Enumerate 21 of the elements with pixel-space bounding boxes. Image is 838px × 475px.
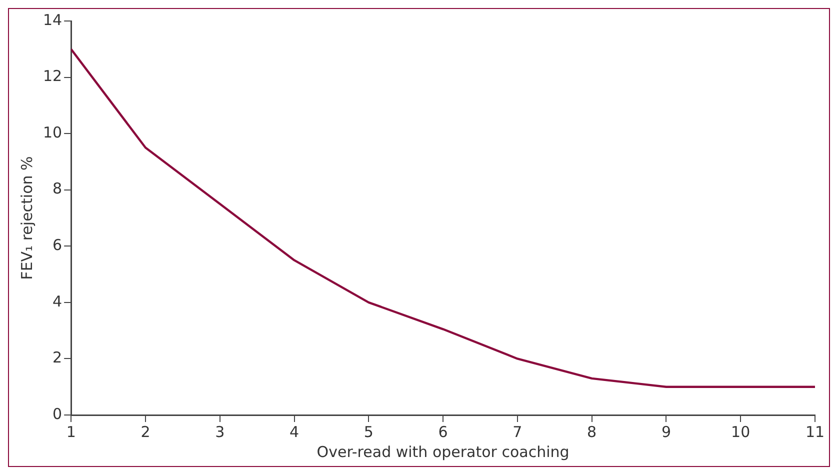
y-tick-label: 0 (52, 404, 62, 423)
y-tick-label: 12 (42, 67, 62, 86)
x-axis-title: Over-read with operator coaching (316, 442, 570, 461)
x-tick-label: 4 (289, 422, 300, 441)
y-axis-title: FEV₁ rejection % (18, 156, 36, 280)
x-tick-label: 9 (661, 422, 671, 441)
x-tick-label: 3 (215, 422, 225, 441)
x-tick-label: 2 (140, 422, 150, 441)
x-tick-label: 1 (66, 422, 76, 441)
x-tick-label: 11 (805, 422, 825, 441)
y-tick-label: 2 (52, 348, 62, 367)
y-tick-label: 8 (52, 180, 62, 198)
y-tick-label: 4 (52, 292, 62, 310)
x-tick-label: 7 (512, 422, 522, 441)
x-tick-label: 6 (438, 422, 448, 441)
x-tick-label: 5 (364, 422, 374, 441)
y-tick-label: 10 (42, 123, 62, 142)
y-tick-label: 6 (52, 236, 62, 254)
y-tick-label: 14 (42, 10, 62, 29)
x-tick-label: 10 (731, 422, 750, 441)
x-tick-label: 8 (587, 422, 597, 441)
